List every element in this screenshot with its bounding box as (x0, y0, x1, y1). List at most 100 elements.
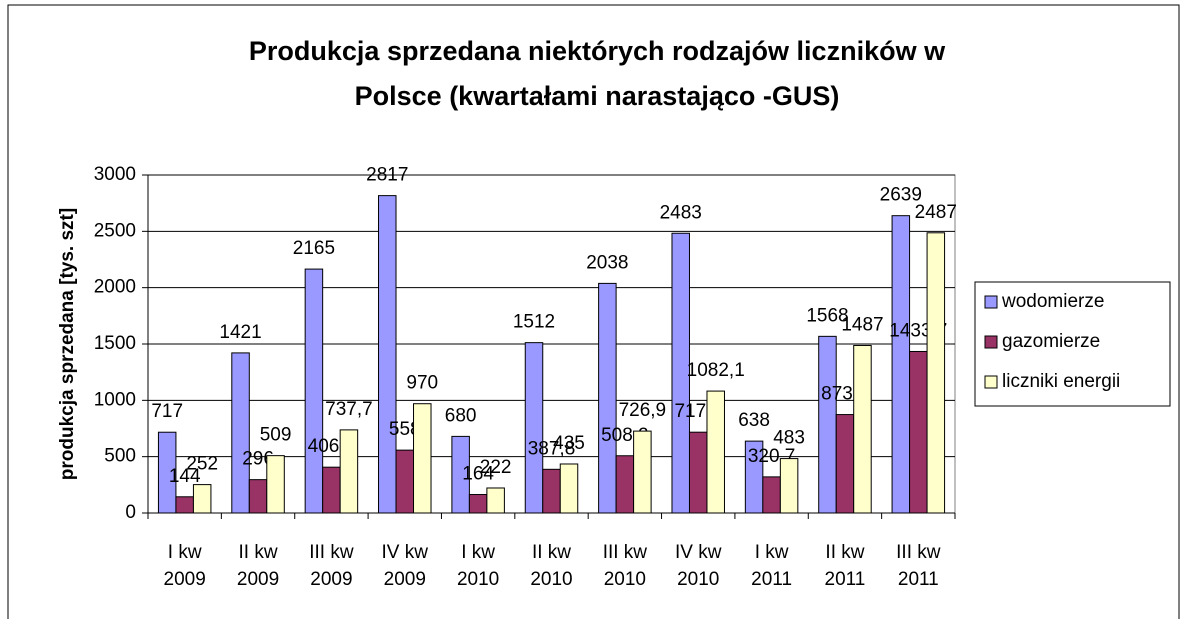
bar (486, 487, 505, 514)
chart-title: Polsce (kwartałami narastająco -GUS) (355, 81, 840, 111)
legend-label: wodomierze (1001, 291, 1104, 312)
bar (322, 466, 341, 514)
x-tick-label-line: 2011 (751, 569, 792, 590)
x-tick-label-line: 2011 (825, 569, 866, 590)
y-tick-label: 1000 (94, 389, 136, 410)
value-label: 252 (186, 454, 218, 475)
x-tick-label: II kw 2010 (530, 542, 572, 590)
x-tick-label-line: II kw (825, 542, 864, 563)
value-label: 1568 (806, 305, 848, 326)
value-label: 2487 (915, 202, 957, 223)
x-tick-label-line: III kw (309, 542, 354, 563)
value-label: 296 (242, 449, 274, 470)
value-label: 737,7 (325, 399, 373, 420)
x-tick-label-line: 2009 (237, 569, 279, 590)
value-label: 2483 (660, 202, 702, 223)
bar (231, 352, 250, 514)
value-label: 1512 (513, 312, 555, 333)
x-tick-label-line: IV kw (675, 542, 722, 563)
y-tick-label: 2000 (94, 277, 136, 298)
x-tick-label: I kw 2009 (164, 542, 206, 590)
value-label: 483 (773, 428, 805, 449)
value-label: 1421 (219, 322, 261, 343)
x-tick-label-line: I kw (755, 542, 789, 563)
x-tick-label: II kw 2011 (825, 542, 866, 590)
bar (304, 268, 324, 514)
bar (762, 476, 781, 514)
x-tick-label: I kw 2010 (457, 542, 499, 590)
x-tick-label-line: 2010 (677, 569, 719, 590)
value-label: 2639 (880, 185, 922, 206)
x-tick-label-line: II kw (532, 542, 571, 563)
bar (542, 468, 561, 514)
x-tick-label-line: 2009 (384, 569, 426, 590)
bar (468, 494, 488, 514)
x-tick-label-line: 2011 (898, 569, 939, 590)
x-tick-label-line: 2010 (457, 569, 499, 590)
y-tick-label: 3000 (94, 164, 136, 185)
x-tick-label: I kw 2011 (751, 542, 792, 590)
x-tick-label-line: I kw (168, 542, 202, 563)
bar (818, 335, 837, 514)
legend-swatch (984, 335, 998, 349)
value-label: 970 (406, 373, 438, 394)
y-axis-label: produkcja sprzedana [tys. szt] (57, 208, 78, 480)
bar (706, 390, 725, 514)
x-tick-label-line: II kw (239, 542, 278, 563)
y-tick-label: 0 (125, 502, 136, 523)
legend-label: liczniki energii (1002, 371, 1120, 392)
bar (266, 455, 285, 514)
value-label: 558 (389, 419, 421, 440)
bar (339, 429, 359, 514)
bar (615, 455, 635, 514)
value-label: 509 (260, 425, 292, 446)
value-label: 2817 (366, 165, 408, 186)
bar (671, 232, 690, 514)
bar (835, 414, 855, 514)
value-label: 717 (151, 401, 183, 422)
value-label: 680 (445, 405, 477, 426)
value-label: 2165 (293, 238, 335, 259)
x-tick-label: III kw 2009 (309, 542, 354, 590)
bar (413, 403, 432, 514)
value-label: 726,9 (619, 400, 667, 421)
x-tick-label-line: III kw (896, 542, 941, 563)
x-tick-label-line: III kw (603, 542, 648, 563)
x-tick-label: III kw 2011 (896, 542, 941, 590)
value-label: 1082,1 (687, 360, 745, 381)
bar (451, 435, 470, 514)
bar (633, 430, 652, 514)
legend-label: gazomierze (1002, 331, 1100, 352)
x-tick-label-line: I kw (461, 542, 495, 563)
x-tick-label-line: 2009 (310, 569, 352, 590)
bar (157, 431, 177, 514)
value-label: 387,8 (528, 438, 576, 459)
bar (175, 496, 194, 514)
y-tick-label: 2500 (94, 220, 136, 241)
x-tick-label: IV kw 2009 (382, 542, 429, 590)
x-tick-label-line: 2010 (604, 569, 646, 590)
value-label: 144 (169, 466, 201, 487)
x-tick-label-line: IV kw (382, 542, 429, 563)
bar (248, 479, 268, 514)
y-tick-label: 500 (104, 446, 136, 467)
value-label: 222 (480, 457, 512, 478)
bar (378, 195, 397, 514)
x-tick-label-line: 2010 (530, 569, 572, 590)
bar (688, 431, 708, 514)
value-label: 164 (462, 464, 494, 485)
x-tick-label-line: 2009 (164, 569, 206, 590)
chart-title: Produkcja sprzedana niektórych rodzajów … (249, 36, 946, 66)
bar (598, 282, 617, 514)
value-label: 435 (553, 433, 585, 454)
bar (524, 342, 544, 514)
x-tick-label: III kw 2010 (603, 542, 648, 590)
bar (909, 350, 928, 514)
x-tick-label: IV kw 2010 (675, 542, 722, 590)
legend (974, 281, 1171, 407)
bar (559, 463, 579, 514)
bar (853, 344, 872, 514)
y-tick-label: 1500 (94, 333, 136, 354)
value-label: 638 (738, 410, 770, 431)
legend-swatch (984, 295, 998, 309)
